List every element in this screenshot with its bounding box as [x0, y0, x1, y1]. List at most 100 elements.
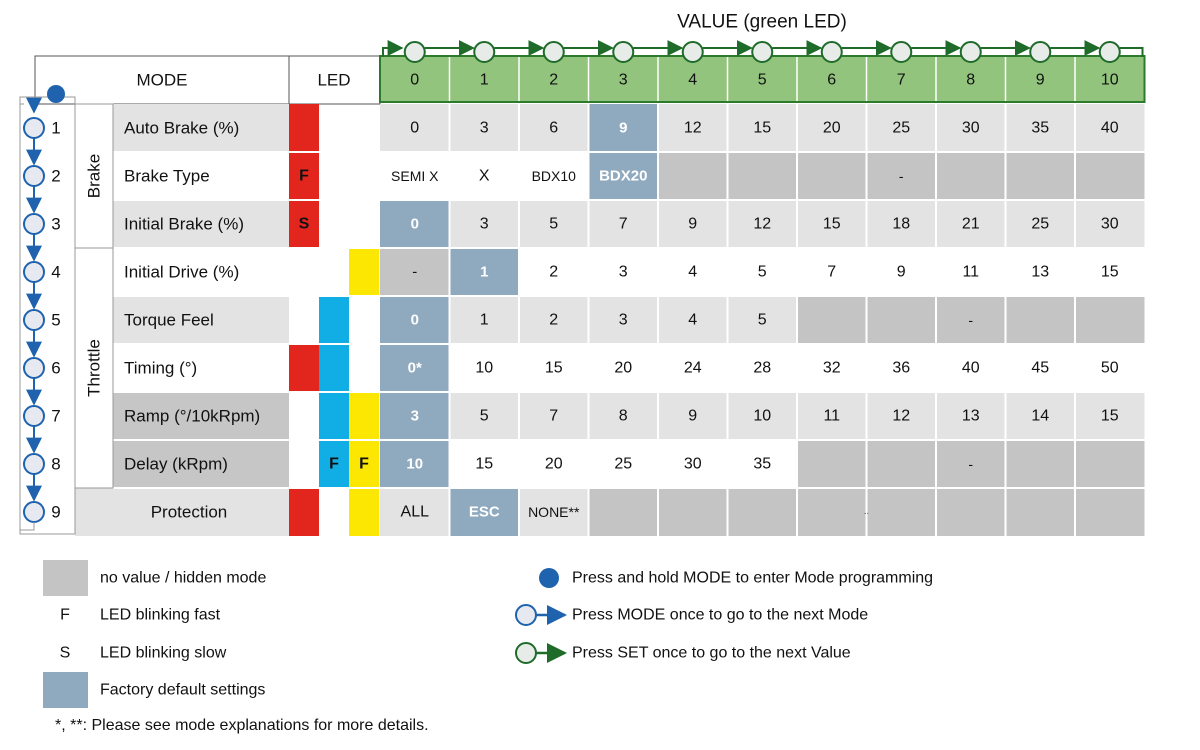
legend-hold-dot	[539, 568, 559, 588]
led-blink-label: F	[299, 168, 309, 185]
mode-hold-dot	[47, 85, 65, 103]
set-circle	[1098, 41, 1121, 63]
value-cell: 10	[475, 360, 493, 377]
mode-number: 8	[51, 455, 60, 474]
value-cell: 15	[823, 216, 841, 233]
legend-hold-label: Press and hold MODE to enter Mode progra…	[572, 570, 933, 587]
led-cyan	[319, 296, 349, 344]
value-cell: 13	[962, 408, 980, 425]
row-shade	[380, 200, 1145, 248]
value-cell: 7	[619, 216, 628, 233]
mode-step-circle	[23, 309, 45, 331]
footnote: *, **: Please see mode explanations for …	[55, 717, 429, 734]
brake-group-box	[74, 103, 114, 249]
mode-label: Timing (°)	[124, 359, 197, 378]
throttle-group-box	[74, 247, 114, 489]
led-header: LED	[317, 71, 350, 90]
value-cell: 28	[753, 360, 771, 377]
value-cell-hidden: -	[412, 264, 417, 281]
mode-label: Delay (kRpm)	[124, 455, 228, 474]
value-cell: 5	[758, 264, 767, 281]
mode-step-circle	[23, 261, 45, 283]
mode-number: 6	[51, 359, 60, 378]
value-cell-default: 9	[619, 120, 627, 137]
led-red	[289, 344, 319, 392]
value-cell: 40	[1101, 120, 1119, 137]
legend-s-symbol: S	[60, 645, 71, 662]
legend-s-label: LED blinking slow	[100, 645, 227, 662]
value-cell: 4	[688, 264, 697, 281]
set-circle	[403, 41, 426, 63]
value-cell: 20	[823, 120, 841, 137]
value-cell: 9	[688, 216, 697, 233]
value-cell: 30	[962, 120, 980, 137]
led-cyan	[319, 440, 349, 488]
value-column-8: 8	[966, 72, 975, 89]
value-cell: 13	[1031, 264, 1049, 281]
mode-label-box	[113, 152, 289, 200]
hidden-span-label: -	[899, 168, 904, 184]
led-blink-label: S	[299, 216, 310, 233]
value-cell: ALL	[401, 504, 430, 521]
default-cell	[380, 296, 450, 344]
set-arrow	[382, 40, 404, 57]
value-column-4: 4	[688, 72, 697, 89]
value-cell: 7	[827, 264, 836, 281]
set-circle	[681, 41, 704, 63]
value-cell: 45	[1031, 360, 1049, 377]
mode-number: 5	[51, 311, 60, 330]
value-cell: 20	[545, 456, 563, 473]
value-cell: 30	[684, 456, 702, 473]
value-cell: 24	[684, 360, 702, 377]
value-cell: 15	[753, 120, 771, 137]
legend-f-symbol: F	[60, 607, 70, 624]
mode-step-circle	[23, 357, 45, 379]
value-cell: 30	[1101, 216, 1119, 233]
legend-f-label: LED blinking fast	[100, 607, 221, 624]
value-cell: 4	[688, 312, 697, 329]
default-cell	[380, 344, 450, 392]
value-cell: 15	[475, 456, 493, 473]
value-cell: NONE**	[528, 504, 580, 520]
value-cell: 12	[684, 120, 702, 137]
value-cell: 2	[549, 264, 558, 281]
throttle-group-label: Throttle	[85, 339, 104, 397]
value-cell: 35	[1031, 120, 1049, 137]
set-circle	[612, 41, 635, 63]
mode-step-circle	[23, 117, 45, 139]
value-cell: 11	[823, 408, 840, 425]
set-circle	[751, 41, 774, 63]
value-column-6: 6	[827, 72, 836, 89]
led-red	[289, 104, 319, 152]
value-cell: 10	[753, 408, 771, 425]
value-cell: 1	[480, 312, 489, 329]
value-cell: 12	[892, 408, 910, 425]
value-column-9: 9	[1036, 72, 1045, 89]
mode-header: MODE	[137, 71, 188, 90]
value-cell: 9	[897, 264, 906, 281]
value-title: VALUE (green LED)	[677, 12, 847, 33]
mode-number: 2	[51, 167, 60, 186]
header-box	[34, 55, 381, 105]
value-cell: 14	[1031, 408, 1049, 425]
default-cell	[449, 488, 519, 536]
set-circle	[820, 41, 843, 63]
default-cell	[380, 392, 450, 440]
set-circle	[473, 41, 496, 63]
hidden-cell	[380, 248, 450, 296]
value-cell-default: 1	[480, 264, 488, 281]
led-red	[289, 488, 319, 536]
value-cell: 8	[619, 408, 628, 425]
set-arrow	[1119, 47, 1144, 57]
mode-label-box	[113, 440, 289, 488]
value-column-7: 7	[897, 72, 906, 89]
led-blink-label: F	[359, 456, 369, 473]
value-cell: 32	[823, 360, 841, 377]
default-cell	[380, 200, 450, 248]
value-cell: 11	[962, 264, 979, 281]
value-cell: 25	[1031, 216, 1049, 233]
value-cell-default: 3	[411, 408, 419, 425]
value-cell: X	[479, 168, 490, 185]
value-cell: 9	[688, 408, 697, 425]
mode-label: Torque Feel	[124, 311, 214, 330]
